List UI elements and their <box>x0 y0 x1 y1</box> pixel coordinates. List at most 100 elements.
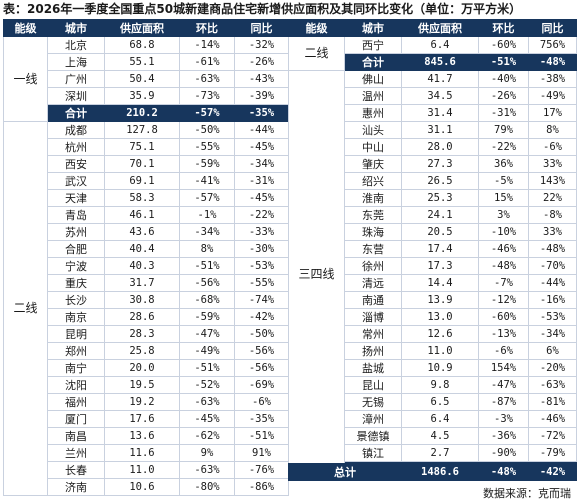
col-header-city: 城市 <box>344 19 402 37</box>
yoy-change: -49% <box>528 87 577 105</box>
city-name: 中山 <box>344 138 402 156</box>
mom-change: -13% <box>478 325 529 343</box>
supply-area: 19.2 <box>104 393 180 411</box>
city-name: 广州 <box>47 70 105 88</box>
city-name: 长春 <box>47 461 105 479</box>
mom-change: 79% <box>478 121 529 139</box>
col-header-mom: 环比 <box>179 19 235 37</box>
table-row: 肇庆 27.3 36% 33% <box>289 155 577 173</box>
supply-area: 11.0 <box>401 342 479 360</box>
supply-area: 20.0 <box>104 359 180 377</box>
mom-change: -50% <box>179 121 235 139</box>
yoy-change: -30% <box>234 240 289 258</box>
supply-area: 6.4 <box>401 36 479 54</box>
city-name: 重庆 <box>47 274 105 292</box>
subtotal-row: 合计 845.6 -51% -48% <box>289 53 577 71</box>
supply-area: 10.6 <box>104 478 180 496</box>
table-row: 苏州 43.6 -34% -33% <box>4 223 289 241</box>
yoy-change: -8% <box>528 206 577 224</box>
table-row: 淄博 13.0 -60% -53% <box>289 308 577 326</box>
yoy-change: -76% <box>234 461 289 479</box>
mom-change: -60% <box>478 308 529 326</box>
table-row: 一线 北京 68.8 -14% -32% <box>3 36 289 122</box>
table-row: 南宁 20.0 -51% -56% <box>4 359 289 377</box>
subtotal-yoy: -48% <box>528 53 577 71</box>
yoy-change: -42% <box>234 308 289 326</box>
mom-change: -40% <box>478 70 529 88</box>
yoy-change: -6% <box>528 138 577 156</box>
mom-change: -6% <box>478 342 529 360</box>
yoy-change: -72% <box>528 427 577 445</box>
city-name: 长沙 <box>47 291 105 309</box>
city-name: 肇庆 <box>344 155 402 173</box>
col-header-supply: 供应面积 <box>401 19 479 37</box>
supply-area: 6.5 <box>401 393 479 411</box>
mom-change: -49% <box>179 342 235 360</box>
subtotal-mom: -57% <box>179 104 235 122</box>
supply-area: 27.3 <box>401 155 479 173</box>
mom-change: -48% <box>478 257 529 275</box>
supply-area: 43.6 <box>104 223 180 241</box>
table-row: 漳州 6.4 -3% -46% <box>289 410 577 428</box>
supply-area: 40.4 <box>104 240 180 258</box>
mom-change: -61% <box>179 53 235 71</box>
table-row: 东营 17.4 -46% -48% <box>289 240 577 258</box>
table-row: 二线 西宁 6.4 -60% 756% <box>288 36 577 71</box>
subtotal-yoy: -35% <box>234 104 289 122</box>
city-name: 武汉 <box>47 172 105 190</box>
subtotal-supply: 210.2 <box>104 104 180 122</box>
city-name: 南京 <box>47 308 105 326</box>
supply-area: 31.7 <box>104 274 180 292</box>
table-title: 表：2026年一季度全国重点50城新建商品住宅新增供应面积及其同环比变化（单位：… <box>3 2 522 16</box>
yoy-change: 33% <box>528 223 577 241</box>
supply-area: 13.6 <box>104 427 180 445</box>
yoy-change: -50% <box>234 325 289 343</box>
mom-change: 154% <box>478 359 529 377</box>
supply-area: 11.6 <box>104 444 180 462</box>
city-name: 昆明 <box>47 325 105 343</box>
supply-area: 19.5 <box>104 376 180 394</box>
city-name: 漳州 <box>344 410 402 428</box>
city-name: 东营 <box>344 240 402 258</box>
supply-area: 2.7 <box>401 444 479 462</box>
yoy-change: -70% <box>528 257 577 275</box>
table-row: 景德镇 4.5 -36% -72% <box>289 427 577 445</box>
yoy-change: -44% <box>234 121 289 139</box>
supply-area: 12.6 <box>401 325 479 343</box>
supply-area: 25.8 <box>104 342 180 360</box>
supply-area: 17.3 <box>401 257 479 275</box>
supply-area: 17.6 <box>104 410 180 428</box>
mom-change: -52% <box>179 376 235 394</box>
col-header-tier: 能级 <box>3 19 48 37</box>
col-header-tier: 能级 <box>288 19 345 37</box>
city-name: 绍兴 <box>344 172 402 190</box>
table-row: 合肥 40.4 8% -30% <box>4 240 289 258</box>
city-name: 镇江 <box>344 444 402 462</box>
mom-change: -68% <box>179 291 235 309</box>
yoy-change: 756% <box>528 36 577 54</box>
grand-total-table: 总计 1486.6 -48% -42% <box>288 463 577 481</box>
city-name: 成都 <box>47 121 105 139</box>
table-row: 郑州 25.8 -49% -56% <box>4 342 289 360</box>
city-name: 上海 <box>47 53 105 71</box>
mom-change: -80% <box>179 478 235 496</box>
mom-change: -55% <box>179 138 235 156</box>
yoy-change: -43% <box>234 70 289 88</box>
city-name: 扬州 <box>344 342 402 360</box>
supply-area: 69.1 <box>104 172 180 190</box>
table-row: 二线 成都 127.8 -50% -44% <box>3 121 289 496</box>
supply-area: 9.8 <box>401 376 479 394</box>
tier-label: 三四线 <box>288 70 345 479</box>
city-name: 苏州 <box>47 223 105 241</box>
yoy-change: -46% <box>528 410 577 428</box>
yoy-change: -38% <box>528 70 577 88</box>
yoy-change: -20% <box>528 359 577 377</box>
table-row: 宁波 40.3 -51% -53% <box>4 257 289 275</box>
supply-area: 4.5 <box>401 427 479 445</box>
mom-change: -57% <box>179 189 235 207</box>
supply-area: 28.3 <box>104 325 180 343</box>
city-name: 北京 <box>47 36 105 54</box>
supply-area: 127.8 <box>104 121 180 139</box>
yoy-change: -26% <box>234 53 289 71</box>
col-header-mom: 环比 <box>478 19 529 37</box>
